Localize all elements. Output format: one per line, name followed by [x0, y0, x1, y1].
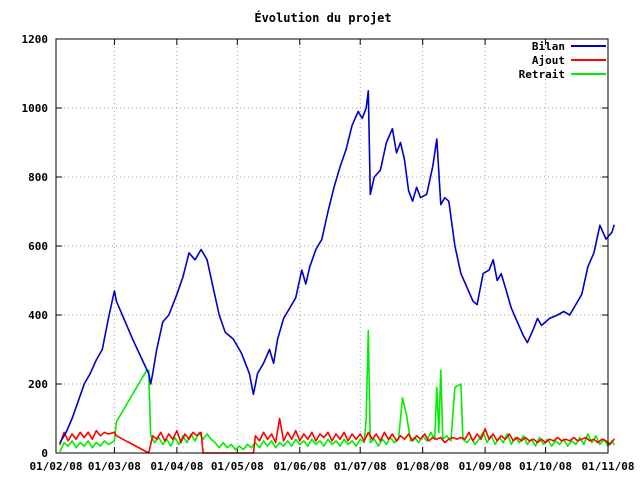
x-tick-label: 01/09/08: [459, 460, 512, 473]
x-tick-label: 01/05/08: [211, 460, 264, 473]
series-lines: [59, 90, 615, 454]
x-tick-label: 01/11/08: [582, 460, 635, 473]
x-tick-label: 01/03/08: [88, 460, 141, 473]
x-tick-label: 01/02/08: [30, 460, 83, 473]
y-tick-label: 800: [28, 171, 48, 184]
series-line-bilan: [59, 90, 615, 444]
series-line-retrait: [59, 329, 615, 453]
x-tick-label: 01/10/08: [519, 460, 572, 473]
x-tick-label: 01/06/08: [273, 460, 326, 473]
plot-frame: [55, 38, 609, 454]
y-tick-label: 200: [28, 378, 48, 391]
series-line-ajout: [59, 417, 615, 454]
y-tick-label: 1200: [22, 33, 49, 46]
legend-label: Ajout: [532, 54, 565, 67]
legend-label: Retrait: [519, 68, 565, 81]
y-tick-label: 1000: [22, 102, 49, 115]
x-tick-label: 01/08/08: [396, 460, 449, 473]
y-axis-ticks: 0 200 400 600 800 1000 1200: [22, 33, 608, 460]
chart-title: Évolution du projet: [254, 10, 391, 25]
y-tick-label: 400: [28, 309, 48, 322]
legend-label: Bilan: [532, 40, 565, 53]
x-tick-label: 01/07/08: [334, 460, 387, 473]
x-axis-ticks: 01/02/08 01/03/08 01/04/08 01/05/08 01/06/08…: [30, 39, 635, 473]
grid-lines: [56, 39, 608, 453]
y-tick-label: 600: [28, 240, 48, 253]
y-tick-label: 0: [41, 447, 48, 460]
x-tick-label: 01/04/08: [150, 460, 203, 473]
